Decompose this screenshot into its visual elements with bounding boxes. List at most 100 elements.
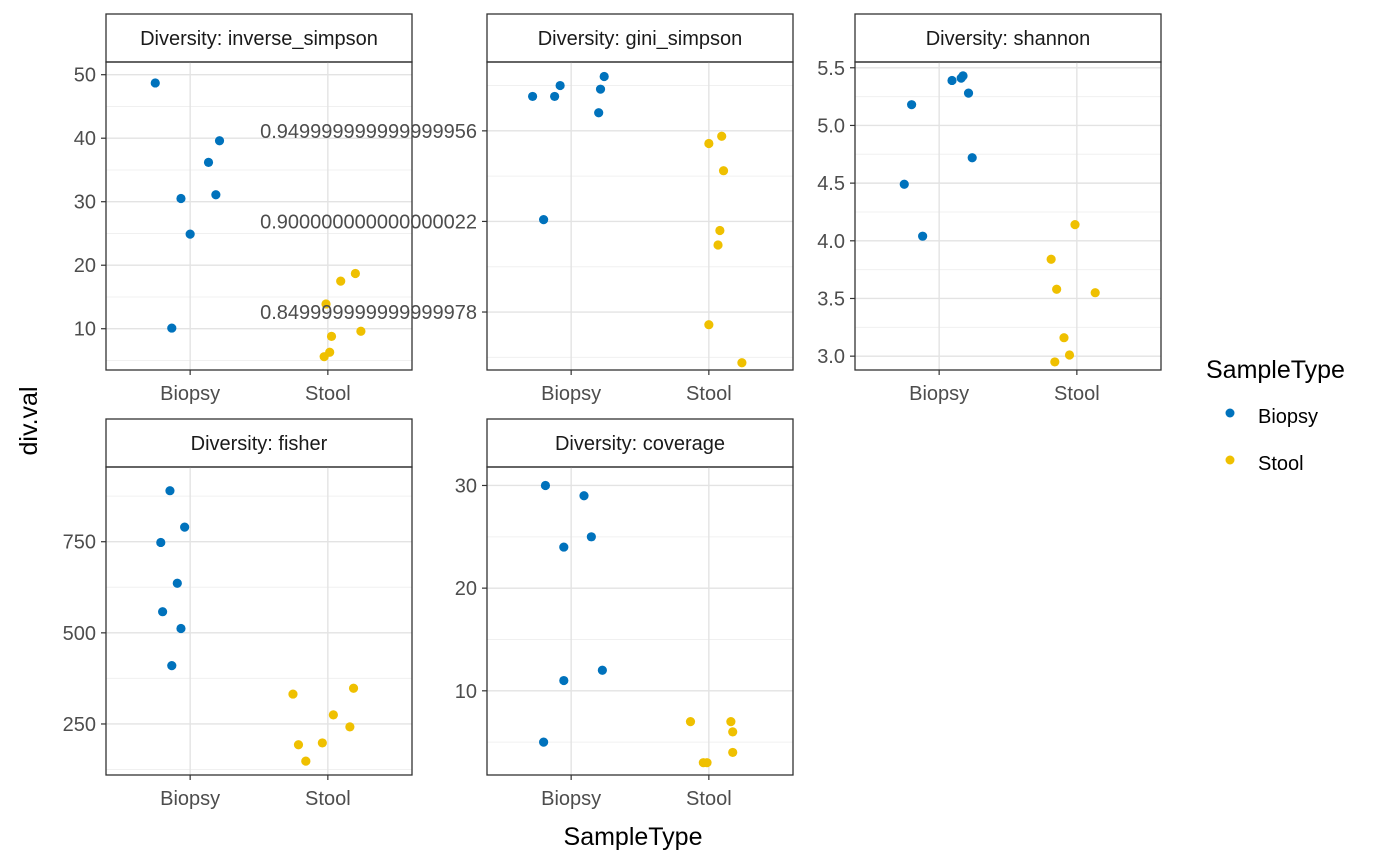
facet-strip (105, 418, 413, 468)
data-point-stool (288, 689, 298, 699)
data-point-biopsy (172, 578, 182, 588)
data-point-stool (1052, 284, 1062, 294)
facet-panel: Diversity: gini_simpson 0.849999999999999… (260, 13, 794, 405)
data-point-biopsy (597, 665, 607, 675)
data-point-stool (726, 717, 736, 727)
data-point-biopsy (947, 75, 957, 86)
data-point-stool (717, 131, 727, 141)
y-tick-label: 10 (74, 319, 96, 341)
facet-strip (854, 13, 1162, 63)
x-tick-label: Stool (305, 383, 351, 405)
data-point-biopsy (156, 537, 166, 548)
facet-panel: Diversity: inverse_simpson 10 20 30 40 50 Biop… (74, 13, 413, 405)
data-point-stool (702, 758, 712, 768)
y-tick-label: 0.849999999999999978 (260, 302, 477, 324)
facet-strip (486, 418, 794, 468)
x-tick-label: Stool (686, 788, 732, 810)
data-point-stool (301, 756, 311, 766)
facet-strip (105, 13, 413, 63)
data-point-biopsy (918, 231, 928, 241)
panel-border (854, 61, 1162, 371)
y-tick-label: 0.900000000000000022 (260, 211, 477, 233)
data-point-biopsy (176, 623, 186, 634)
data-point-biopsy (550, 91, 560, 102)
data-point-biopsy (214, 136, 225, 146)
data-point-stool (1070, 220, 1080, 230)
data-point-biopsy (963, 88, 974, 98)
data-point-biopsy (539, 215, 549, 225)
data-point-stool (713, 240, 723, 250)
data-point-stool (1064, 350, 1075, 360)
data-point-stool (328, 710, 338, 720)
data-point-biopsy (559, 542, 569, 552)
facet-strip-label: Diversity: gini_simpson (538, 28, 743, 50)
y-tick-label: 30 (455, 475, 477, 497)
data-point-biopsy (958, 71, 968, 81)
data-point-biopsy (150, 78, 160, 88)
data-point-biopsy (527, 91, 538, 102)
data-point-stool (293, 740, 304, 750)
data-point-stool (345, 722, 355, 732)
facet-panel: Diversity: shannon 3.0 3.5 4.0 4.5 5.0 5.5 Biop… (817, 13, 1162, 405)
y-tick-label: 3.0 (817, 346, 845, 368)
data-point-stool (737, 358, 747, 368)
panel-border (486, 61, 794, 371)
data-point-stool (704, 320, 714, 330)
y-tick-label: 750 (63, 532, 96, 554)
data-point-biopsy (167, 661, 177, 671)
data-point-stool (1050, 357, 1060, 367)
facet-panel: Diversity: fisher 250 500 750 Biopsy Stool (63, 418, 413, 810)
facet-panel: Diversity: coverage 10 20 30 Biopsy Stool (455, 418, 794, 810)
facet-panels: Diversity: inverse_simpson 10 20 30 40 50 Biop… (63, 13, 1162, 810)
x-tick-label: Biopsy (160, 383, 220, 405)
y-tick-label: 3.5 (817, 288, 845, 310)
data-point-stool (326, 331, 337, 341)
data-point-biopsy (559, 675, 569, 686)
data-point-stool (348, 683, 359, 693)
data-point-stool (1046, 254, 1056, 264)
data-point-stool (728, 727, 738, 737)
x-tick-label: Biopsy (541, 788, 601, 810)
facet-strip-label: Diversity: inverse_simpson (140, 28, 378, 50)
data-point-stool (356, 326, 366, 336)
data-point-biopsy (203, 157, 214, 167)
y-tick-label: 250 (63, 714, 96, 736)
data-point-biopsy (967, 153, 977, 163)
y-tick-label: 20 (74, 255, 96, 277)
x-tick-label: Biopsy (541, 383, 601, 405)
facet-strip-label: Diversity: fisher (191, 433, 328, 455)
data-point-biopsy (158, 607, 168, 617)
x-axis-title: SampleType (564, 823, 703, 851)
data-point-stool (1090, 288, 1100, 298)
data-point-stool (350, 268, 360, 279)
legend-label-stool: Stool (1258, 453, 1304, 475)
data-point-stool (321, 299, 331, 309)
data-point-biopsy (595, 84, 606, 94)
x-tick-label: Biopsy (160, 788, 220, 810)
facet-strip-label: Diversity: coverage (555, 433, 725, 455)
data-point-stool (336, 276, 346, 286)
y-tick-label: 4.0 (817, 231, 845, 253)
data-point-biopsy (555, 80, 565, 91)
data-point-biopsy (594, 108, 604, 118)
facet-strip-label: Diversity: shannon (926, 28, 1091, 50)
data-point-biopsy (180, 522, 190, 532)
x-tick-label: Biopsy (909, 383, 969, 405)
x-tick-label: Stool (686, 383, 732, 405)
y-tick-label: 30 (74, 192, 96, 214)
data-point-stool (317, 738, 327, 748)
data-point-stool (715, 225, 725, 236)
legend-key-biopsy (1225, 408, 1235, 418)
y-tick-label: 4.5 (817, 173, 845, 195)
data-point-stool (1059, 333, 1069, 343)
y-tick-label: 5.5 (817, 58, 845, 80)
data-point-biopsy (579, 491, 589, 501)
data-point-biopsy (185, 229, 195, 239)
data-point-stool (685, 717, 696, 727)
facet-strip (486, 13, 794, 63)
data-point-stool (728, 747, 738, 758)
data-point-biopsy (899, 179, 909, 189)
panel-border (105, 61, 413, 371)
data-point-biopsy (176, 193, 186, 204)
